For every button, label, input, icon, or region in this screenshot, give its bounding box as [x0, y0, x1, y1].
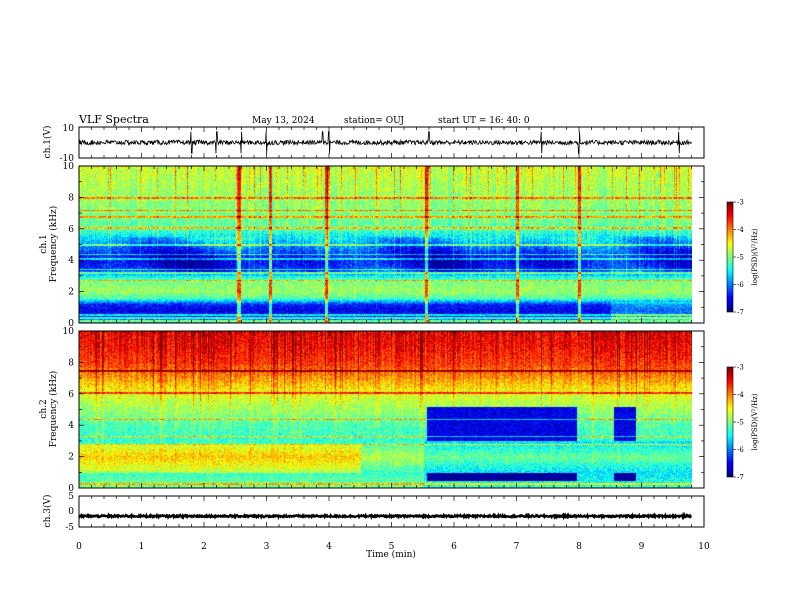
ch2-spectrogram-ytick-label: 0 — [68, 484, 74, 494]
ch1-spectrogram-panel: 0 2 4 6 8 10 ch.1 Frequency (kHz) -3 -4 -5 -6 -7 … — [39, 162, 759, 329]
ch1-spectrogram-ytick-label: 0 — [68, 319, 74, 329]
ch2-colorbar-label: log(PSD)(V²/Hz) — [751, 393, 759, 450]
ch2-spectrogram-ytick-label: 10 — [63, 327, 75, 337]
station-label: station= OUJ — [344, 116, 404, 126]
ch1-colorbar-tick-label: -6 — [737, 281, 744, 289]
ch2-colorbar-ticks: -3 -4 -5 -6 -7 — [733, 364, 744, 482]
ch1-spectrogram-xticks — [78, 166, 705, 323]
time-tick-label: 5 — [389, 542, 395, 552]
ch1-colorbar-label: log(PSD)(V²/Hz) — [751, 228, 759, 285]
ch2-spectrogram-yticks: 0 2 4 6 8 10 — [63, 327, 704, 494]
time-tick-label: 6 — [451, 542, 457, 552]
ch3-waveform-xticks — [78, 496, 705, 527]
ch1-waveform-panel: 10 -10 ch.1(V) — [42, 124, 705, 164]
ch1-spectrogram-yticks: 0 2 4 6 8 10 — [63, 162, 704, 329]
ch2-colorbar-tick-label: -5 — [737, 419, 744, 427]
time-tick-label: 1 — [139, 542, 145, 552]
time-tick-label: 9 — [639, 542, 645, 552]
time-tick-label: 8 — [576, 542, 582, 552]
ch1-colorbar-ticks: -3 -4 -5 -6 -7 — [733, 199, 744, 317]
ch2-colorbar-tick-label: -3 — [737, 364, 744, 372]
ch2-spectrogram-ytick-label: 2 — [68, 453, 74, 463]
ch1-colorbar-tick-label: -7 — [737, 309, 744, 317]
time-tick-label: 2 — [201, 542, 207, 552]
ch3-waveform-panel: 5 0 -5 ch.3(V) — [42, 492, 705, 533]
ch1-spectrogram-ytick-label: 6 — [68, 225, 74, 235]
ch1-spectrogram-ytick-label: 10 — [63, 162, 75, 172]
ch1-spectrogram-ytick-label: 4 — [68, 256, 74, 266]
ch2-colorbar-gradient — [727, 367, 733, 477]
ch3-ytick-top: 5 — [68, 492, 74, 502]
ch1-waveform-xticks — [78, 127, 705, 158]
ch2-spectrogram-ytick-label: 8 — [68, 358, 74, 368]
ch1-spectrogram-ytick-label: 2 — [68, 288, 74, 298]
ch2-channel-label: ch.2 — [39, 399, 49, 418]
ch2-spectrogram-ytick-label: 6 — [68, 390, 74, 400]
date-label: May 13, 2024 — [252, 116, 315, 126]
figure-title: VLF Spectra — [78, 113, 149, 126]
time-tick-label: 4 — [326, 542, 332, 552]
ch2-spectrogram-ytick-label: 4 — [68, 421, 74, 431]
ch2-frequency-label: Frequency (kHz) — [48, 371, 59, 448]
ch1-colorbar-gradient — [727, 202, 733, 312]
ch1-colorbar: -3 -4 -5 -6 -7 log(PSD)(V²/Hz) — [726, 199, 759, 317]
time-tick-label: 7 — [514, 542, 520, 552]
ch1-ytick-bottom: -10 — [60, 154, 75, 164]
time-axis-tick-labels: 0 1 2 3 4 5 6 7 8 9 10 — [76, 542, 710, 552]
time-tick-label: 10 — [698, 542, 710, 552]
ch1-spectrogram-image — [79, 166, 692, 323]
ch1-channel-label: ch.1 — [39, 234, 49, 253]
ch1-colorbar-tick-label: -5 — [737, 254, 744, 262]
ch1-colorbar-tick-label: -3 — [737, 199, 744, 207]
ch3-ytick-mid: 0 — [68, 507, 74, 517]
ch1-waveform-trace — [78, 131, 692, 154]
ch3-ytick-bottom: -5 — [65, 523, 74, 533]
ch2-colorbar: -3 -4 -5 -6 -7 log(PSD)(V²/Hz) — [726, 364, 759, 482]
time-axis-label: Time (min) — [366, 549, 416, 560]
ch2-colorbar-tick-label: -4 — [737, 391, 744, 399]
ch1-colorbar-tick-label: -4 — [737, 226, 744, 234]
ch1-frequency-label: Frequency (kHz) — [48, 206, 59, 283]
ch3-waveform-ylabel: ch.3(V) — [42, 495, 53, 528]
start-ut-label: start UT = 16: 40: 0 — [438, 116, 530, 126]
ch2-colorbar-tick-label: -7 — [737, 474, 744, 482]
ch2-spectrogram-panel: 0 2 4 6 8 10 ch.2 Frequency (kHz) -3 -4 -5 -6 -7 … — [39, 327, 759, 494]
time-tick-label: 0 — [76, 542, 82, 552]
time-tick-label: 3 — [264, 542, 270, 552]
ch3-waveform-trace — [78, 511, 693, 521]
ch1-ytick-top: 10 — [63, 124, 75, 134]
ch1-spectrogram-ytick-label: 8 — [68, 193, 74, 203]
ch1-waveform-ylabel: ch.1(V) — [42, 126, 53, 159]
ch2-colorbar-tick-label: -6 — [737, 446, 744, 454]
ch2-spectrogram-xticks — [78, 331, 705, 488]
ch2-spectrogram-image — [79, 331, 692, 488]
